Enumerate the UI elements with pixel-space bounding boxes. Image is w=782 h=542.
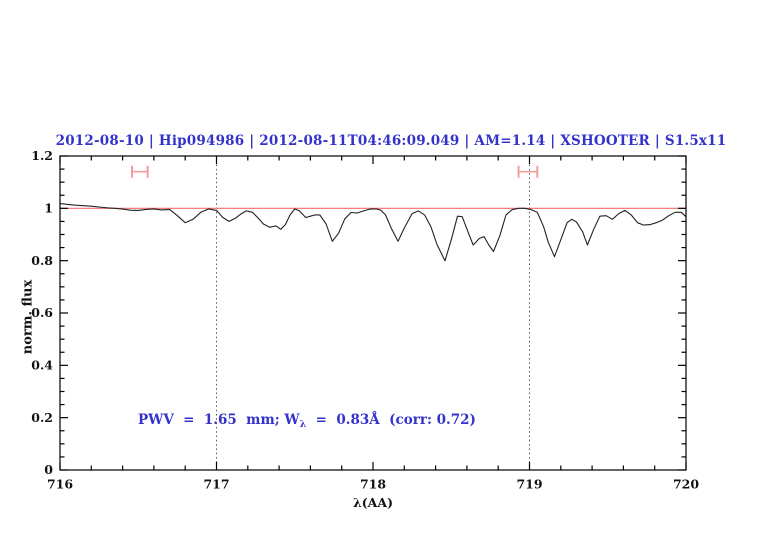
pwv-annotation-pre: PWV = 1.65 mm; W bbox=[138, 412, 300, 428]
spectrum-group bbox=[59, 203, 687, 262]
y-tick-label-group: 0 0.2 0.4 0.6 0.8 1 1.2 bbox=[31, 148, 53, 477]
x-tick-label-718: 718 bbox=[360, 477, 386, 492]
range-marker-2 bbox=[517, 165, 539, 178]
y-tick-label-0.6: 0.6 bbox=[31, 305, 53, 320]
x-tick-label-716: 716 bbox=[47, 477, 73, 492]
x-axis-label: λ(AA) bbox=[353, 495, 393, 510]
spectrum-line bbox=[59, 203, 687, 262]
y-tick-label-0.8: 0.8 bbox=[31, 253, 53, 268]
y-tick-label-1: 1 bbox=[44, 201, 53, 216]
y-tick-label-0: 0 bbox=[44, 462, 53, 477]
axis-tick-group bbox=[59, 155, 687, 471]
pwv-annotation: PWV = 1.65 mm; Wλ = 0.83Å (corr: 0.72) bbox=[138, 412, 476, 430]
plot-title: 2012-08-10 | Hip094986 | 2012-08-11T04:4… bbox=[55, 133, 727, 149]
x-tick-label-720: 720 bbox=[673, 477, 699, 492]
y-tick-label-0.2: 0.2 bbox=[31, 410, 53, 425]
pwv-annotation-post: = 0.83Å (corr: 0.72) bbox=[306, 412, 476, 428]
y-tick-label-1.2: 1.2 bbox=[31, 148, 53, 163]
range-marker-1 bbox=[130, 165, 149, 178]
x-tick-label-group: 716 717 718 719 720 bbox=[47, 477, 699, 492]
x-tick-label-719: 719 bbox=[516, 477, 542, 492]
pwv-annotation-sub: λ bbox=[299, 419, 307, 430]
x-tick-label-717: 717 bbox=[203, 477, 229, 492]
y-axis-label: norm. flux bbox=[20, 279, 36, 355]
y-tick-label-0.4: 0.4 bbox=[31, 358, 53, 373]
range-marker-group bbox=[130, 165, 539, 178]
